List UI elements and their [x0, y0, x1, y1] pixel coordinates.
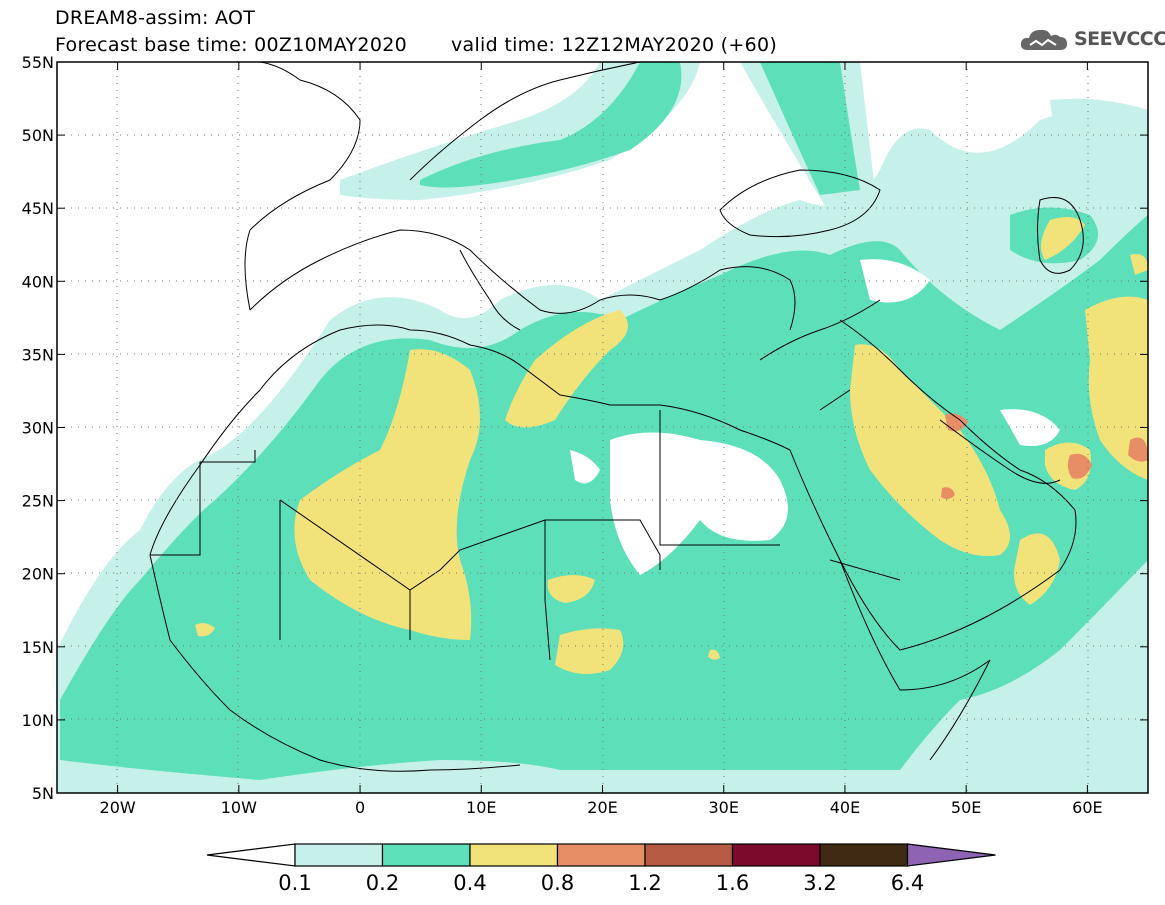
lon-label: 20E	[587, 798, 617, 817]
valid-time: valid time: 12Z12MAY2020 (+60)	[450, 34, 778, 56]
colorbar-label: 0.8	[541, 871, 574, 895]
lat-label: 20N	[22, 565, 54, 584]
lon-label: 40E	[830, 798, 860, 817]
colorbar-label: 0.1	[278, 871, 311, 895]
lat-label: 30N	[22, 419, 54, 438]
lon-label: 50E	[951, 798, 981, 817]
colorbar-swatch	[556, 843, 646, 867]
lon-label: 30E	[708, 798, 738, 817]
colorbar: 0.1 0.2 0.4 0.8 1.2 1.6 3.2 6.4	[206, 843, 996, 895]
aot-band-0-4	[195, 216, 1148, 674]
lat-label: 40N	[22, 272, 54, 291]
lat-label: 50N	[22, 126, 54, 145]
lat-label: 15N	[22, 638, 54, 657]
forecast-times: Forecast base time: 00Z10MAY2020 valid ti…	[55, 34, 777, 56]
logo-text: SEEVCCC	[1074, 28, 1165, 50]
graticule	[57, 62, 1148, 793]
axis-ticks	[57, 61, 1148, 794]
colorbar-label: 1.6	[716, 871, 749, 895]
colorbar-swatch	[819, 843, 909, 867]
colorbar-label: 3.2	[803, 871, 836, 895]
colorbar-swatch	[731, 843, 821, 867]
lat-label: 45N	[22, 199, 54, 218]
aot-low-patches	[570, 259, 1060, 575]
colorbar-label: 6.4	[891, 871, 924, 895]
lon-label: 0	[355, 798, 365, 817]
coastlines	[149, 62, 1084, 772]
colorbar-above-triangle	[906, 843, 996, 867]
lon-label: 10W	[221, 798, 257, 817]
map-title: DREAM8-assim: AOT	[55, 7, 256, 29]
lon-label: 60E	[1072, 798, 1102, 817]
lon-label: 20W	[100, 798, 136, 817]
colorbar-swatch	[294, 843, 384, 867]
lat-label: 5N	[32, 784, 54, 803]
colorbar-label: 0.4	[453, 871, 486, 895]
aot-band-0-8	[941, 413, 1148, 500]
cloud-icon	[1020, 29, 1067, 50]
seevccc-logo: SEEVCCC	[1018, 26, 1165, 52]
colorbar-swatch	[644, 843, 734, 867]
colorbar-label: 0.2	[366, 871, 399, 895]
latitude-labels: 55N 50N 45N 40N 35N 30N 25N 20N 15N 10N 5N	[22, 53, 54, 803]
lat-label: 35N	[22, 345, 54, 364]
base-time: Forecast base time: 00Z10MAY2020	[55, 34, 407, 56]
colorbar-label: 1.2	[628, 871, 661, 895]
colorbar-below-triangle	[206, 843, 296, 867]
colorbar-swatch	[381, 843, 471, 867]
lat-label: 55N	[22, 53, 54, 72]
lat-label: 10N	[22, 711, 54, 730]
lon-label: 10E	[466, 798, 496, 817]
longitude-labels: 20W 10W 0 10E 20E 30E 40E 50E 60E	[100, 798, 1103, 817]
aot-map: 55N 50N 45N 40N 35N 30N 25N 20N 15N 10N 5N 20W 10W 0…	[22, 53, 1149, 817]
colorbar-swatch	[469, 843, 559, 867]
lat-label: 25N	[22, 492, 54, 511]
